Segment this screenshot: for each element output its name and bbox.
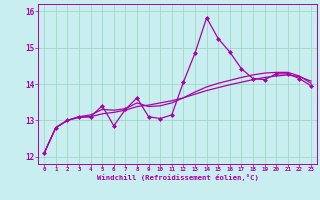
X-axis label: Windchill (Refroidissement éolien,°C): Windchill (Refroidissement éolien,°C)	[97, 174, 259, 181]
